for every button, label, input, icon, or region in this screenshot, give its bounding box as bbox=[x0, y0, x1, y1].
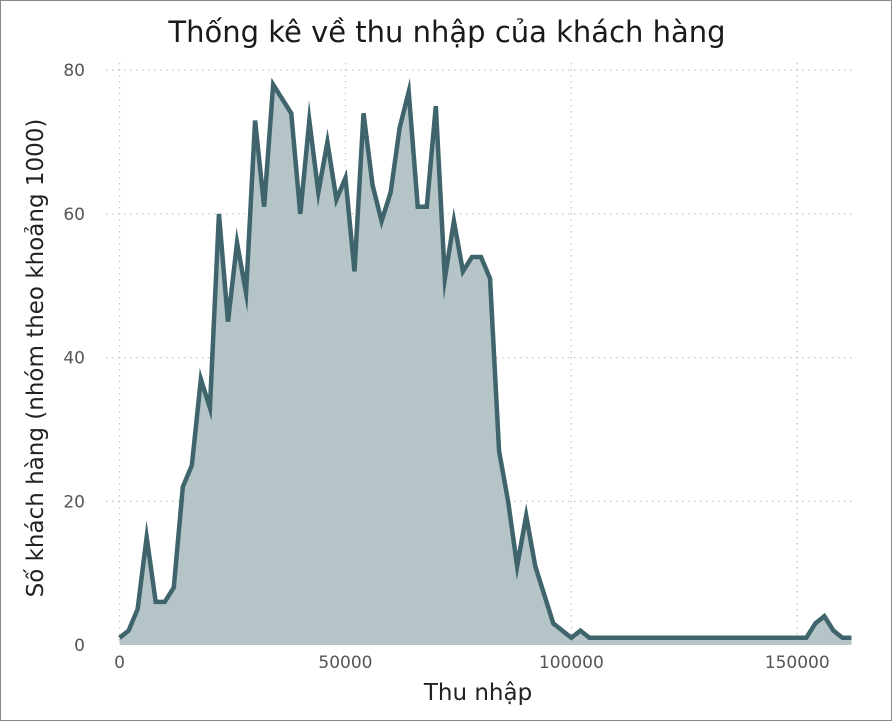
data-point bbox=[289, 111, 293, 115]
data-point bbox=[298, 212, 302, 216]
data-point bbox=[822, 614, 826, 618]
data-point bbox=[452, 219, 456, 223]
data-point bbox=[380, 219, 384, 223]
data-point bbox=[163, 600, 167, 604]
data-point bbox=[461, 269, 465, 273]
data-point bbox=[253, 118, 257, 122]
y-tick-label: 60 bbox=[63, 205, 85, 225]
x-tick-label: 150000 bbox=[765, 653, 830, 673]
data-point bbox=[524, 514, 528, 518]
data-point bbox=[840, 636, 844, 640]
data-point bbox=[154, 600, 158, 604]
data-point bbox=[542, 593, 546, 597]
data-point bbox=[831, 629, 835, 633]
data-point bbox=[334, 198, 338, 202]
y-tick-label: 20 bbox=[63, 492, 85, 512]
data-point bbox=[271, 83, 275, 87]
chart-title: Thống kê về thu nhập của khách hàng bbox=[167, 15, 725, 49]
data-point bbox=[371, 183, 375, 187]
data-point bbox=[352, 269, 356, 273]
data-point bbox=[596, 636, 600, 640]
data-point bbox=[362, 111, 366, 115]
data-point bbox=[470, 255, 474, 259]
data-point bbox=[813, 621, 817, 625]
data-point bbox=[145, 535, 149, 539]
data-point bbox=[795, 636, 799, 640]
data-point bbox=[407, 90, 411, 94]
data-point bbox=[118, 636, 122, 640]
area-fill bbox=[119, 84, 852, 645]
data-point bbox=[208, 406, 212, 410]
series-line bbox=[118, 77, 852, 641]
data-point bbox=[280, 97, 284, 101]
data-point bbox=[443, 277, 447, 281]
y-axis-label: Số khách hàng (nhóm theo khoảng 1000) bbox=[23, 119, 49, 598]
data-point bbox=[425, 205, 429, 209]
data-point bbox=[199, 377, 203, 381]
data-point bbox=[506, 499, 510, 503]
data-point bbox=[217, 212, 221, 216]
data-point bbox=[235, 241, 239, 245]
x-axis-label: Thu nhập bbox=[423, 680, 532, 706]
data-point bbox=[551, 621, 555, 625]
data-point bbox=[416, 205, 420, 209]
data-point bbox=[136, 607, 140, 611]
x-tick-label: 50000 bbox=[318, 653, 372, 673]
y-tick-label: 40 bbox=[63, 349, 85, 369]
x-tick-label: 100000 bbox=[539, 653, 604, 673]
data-point bbox=[343, 176, 347, 180]
data-point bbox=[244, 291, 248, 295]
data-point bbox=[497, 449, 501, 453]
data-point bbox=[262, 205, 266, 209]
data-point bbox=[560, 629, 564, 633]
tick-layer: 0 20 40 60 80 0 50000 100000 150000 bbox=[63, 61, 829, 673]
data-point bbox=[587, 636, 591, 640]
data-point bbox=[172, 586, 176, 590]
data-point bbox=[515, 564, 519, 568]
data-point bbox=[479, 255, 483, 259]
y-tick-label: 0 bbox=[74, 636, 85, 656]
data-point bbox=[398, 126, 402, 130]
grid-layer bbox=[106, 63, 856, 645]
data-point bbox=[325, 140, 329, 144]
data-point bbox=[127, 629, 131, 633]
data-point bbox=[533, 564, 537, 568]
data-point bbox=[804, 636, 808, 640]
data-point bbox=[389, 190, 393, 194]
y-tick-label: 80 bbox=[63, 61, 85, 81]
data-point bbox=[226, 320, 230, 324]
data-point bbox=[569, 636, 573, 640]
data-point bbox=[488, 277, 492, 281]
data-point bbox=[307, 118, 311, 122]
data-point bbox=[181, 485, 185, 489]
x-tick-label: 0 bbox=[114, 653, 125, 673]
data-point bbox=[849, 636, 853, 640]
data-point bbox=[434, 104, 438, 108]
data-point bbox=[316, 190, 320, 194]
data-point bbox=[578, 629, 582, 633]
data-point bbox=[190, 463, 194, 467]
